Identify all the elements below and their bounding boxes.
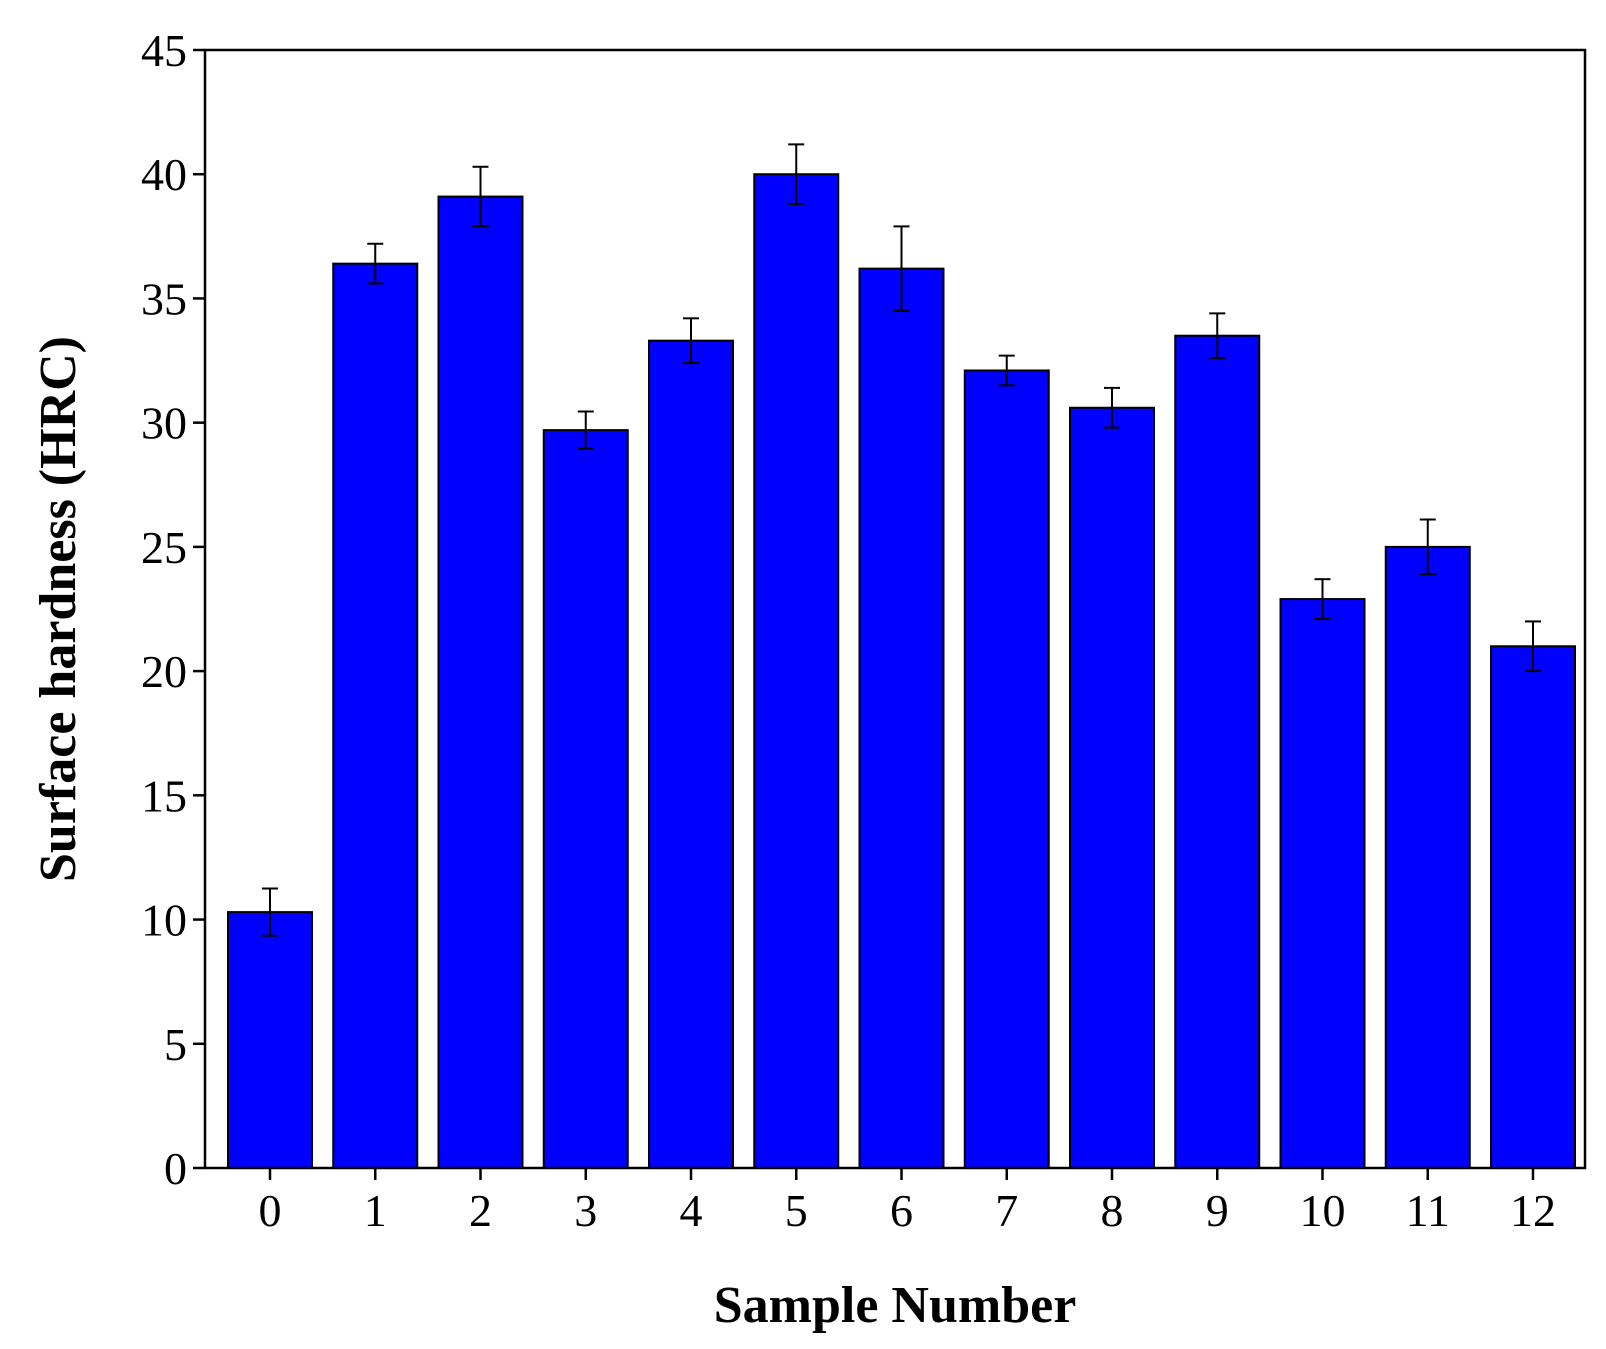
error-bars-layer (262, 143, 1541, 937)
x-tick-label: 12 (1510, 1185, 1556, 1236)
y-tick-label: 15 (141, 770, 187, 821)
error-bar-sample-11 (1419, 518, 1436, 576)
bar-sample-10 (1279, 598, 1366, 1169)
bar-sample-7 (963, 369, 1050, 1169)
bar-sample-4 (648, 339, 734, 1169)
y-axis-title: Surface hardness (HRC) (30, 336, 87, 882)
y-tick-label: 40 (141, 149, 187, 200)
y-tick-label: 5 (164, 1019, 187, 1070)
y-tick-label: 35 (141, 273, 187, 324)
y-tick-label: 30 (141, 398, 187, 449)
x-tick-label: 7 (995, 1185, 1018, 1236)
y-tick-label: 0 (164, 1143, 187, 1194)
x-tick-label: 10 (1300, 1185, 1346, 1236)
x-tick-label: 11 (1406, 1185, 1450, 1236)
bar-sample-12 (1490, 645, 1576, 1169)
error-bar-sample-10 (1314, 578, 1331, 620)
error-bar-sample-4 (683, 317, 699, 365)
error-bar-sample-3 (577, 410, 594, 450)
error-bar-sample-8 (1104, 386, 1120, 429)
bar-sample-3 (542, 429, 629, 1169)
bar-sample-2 (437, 195, 524, 1169)
x-tick-label: 5 (785, 1185, 808, 1236)
x-tick-label: 9 (1206, 1185, 1229, 1236)
y-tick-label: 45 (141, 25, 187, 76)
y-axis: 0 5 10 15 20 25 30 35 40 45 (141, 25, 205, 1194)
x-axis: 0 1 2 3 4 5 6 7 8 9 10 11 12 (259, 1168, 1556, 1236)
error-bar-sample-12 (1525, 620, 1541, 673)
y-tick-label: 25 (141, 522, 187, 573)
x-tick-label: 6 (890, 1185, 913, 1236)
y-tick-label: 20 (141, 646, 187, 697)
error-bar-sample-5 (788, 143, 805, 206)
bar-sample-6 (858, 267, 945, 1169)
plot-frame (203, 48, 1587, 1170)
error-bar-sample-2 (472, 165, 489, 228)
bars-layer (227, 173, 1576, 1170)
bar-sample-11 (1384, 545, 1471, 1169)
x-tick-label: 3 (574, 1185, 597, 1236)
error-bar-sample-1 (367, 242, 384, 285)
bar-sample-1 (332, 262, 419, 1170)
error-bar-sample-6 (893, 225, 910, 312)
x-tick-label: 1 (364, 1185, 387, 1236)
x-tick-label: 0 (259, 1185, 282, 1236)
error-bar-sample-0 (262, 887, 278, 937)
x-tick-label: 2 (469, 1185, 492, 1236)
x-tick-label: 4 (680, 1185, 703, 1236)
bar-sample-8 (1069, 406, 1155, 1169)
error-bar-sample-9 (1209, 312, 1226, 360)
x-tick-label: 8 (1101, 1185, 1124, 1236)
x-axis-title: Sample Number (714, 1277, 1077, 1334)
bar-sample-5 (753, 173, 840, 1170)
bar-sample-0 (227, 911, 313, 1169)
error-bar-sample-7 (998, 354, 1015, 387)
y-tick-label: 10 (141, 895, 187, 946)
bar-sample-9 (1174, 334, 1261, 1169)
